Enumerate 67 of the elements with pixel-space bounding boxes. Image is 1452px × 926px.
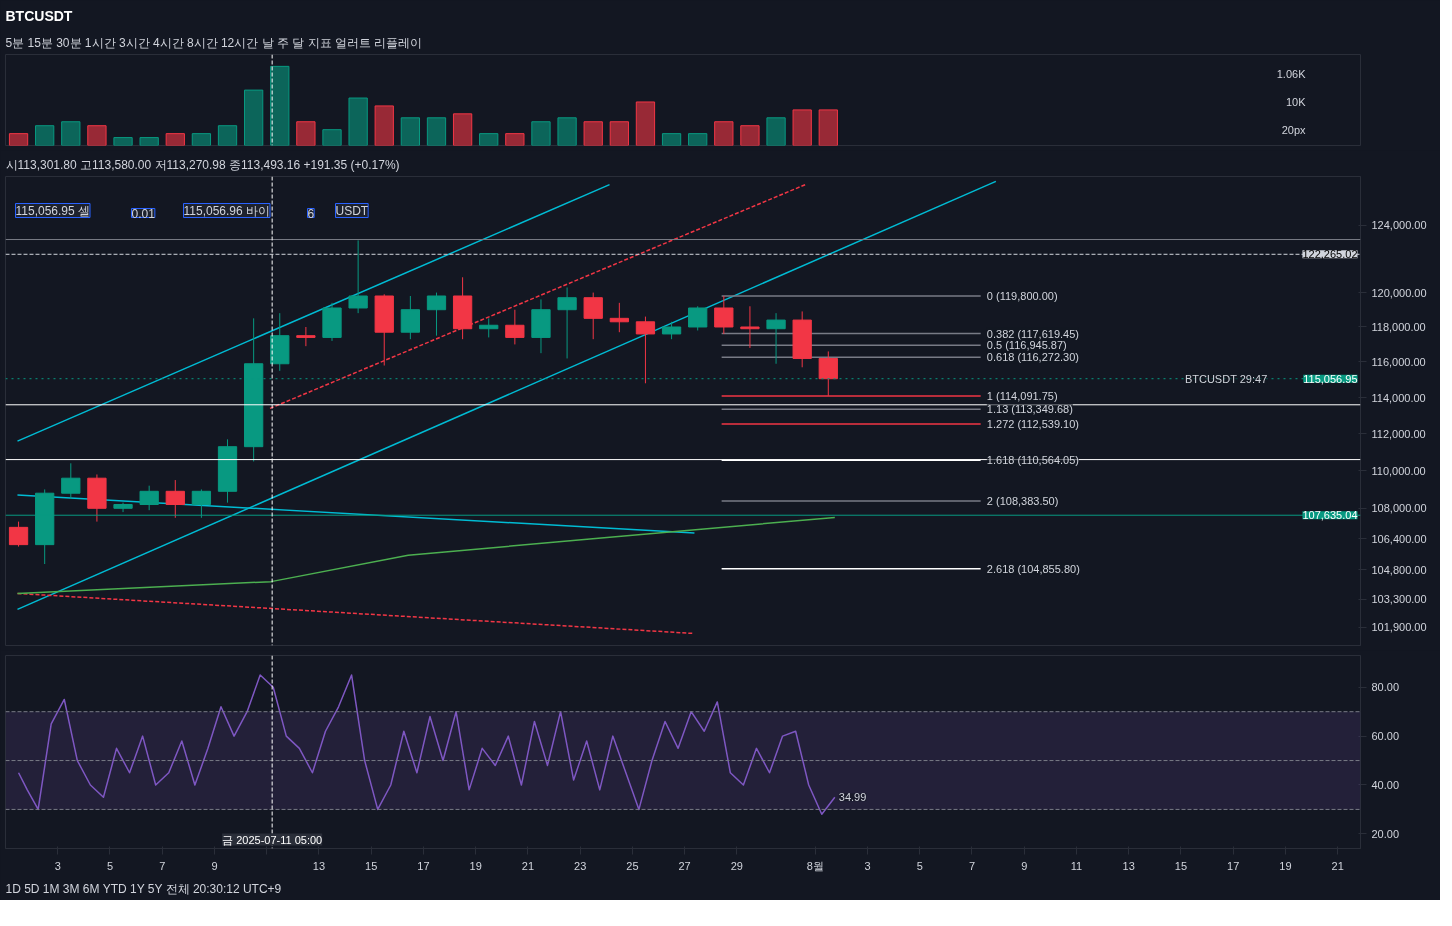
x-tick-label: 15 — [1174, 859, 1188, 872]
chart-title: BTCUSDT — [5, 7, 73, 24]
annotation: 2 (108,383.50) — [986, 495, 1059, 508]
chart-subtitle: 5분 15분 30분 1시간 3시간 4시간 8시간 12시간 날 주 달 지표 얼러트 리플레이 — [5, 35, 423, 50]
x-tick-label: 3 — [54, 859, 61, 872]
ref-line-label: 122,265.02 — [1302, 248, 1358, 261]
annotation: 115,056.95 셀 — [15, 203, 91, 218]
x-tick-label: 7 — [159, 859, 166, 872]
y-tick-label: 108,000.00 — [1371, 502, 1427, 515]
y-tick-label: 110,000.00 — [1371, 464, 1426, 477]
x-tick-label: 8월 — [806, 859, 824, 872]
annotation: 6 — [307, 206, 315, 221]
x-tick-label: 19 — [1279, 859, 1292, 872]
x-tick-label: 27 — [678, 859, 691, 872]
chart-subtitle: 시113,301.80 고113,580.00 저113,270.98 종113,493.16 +191.35 (+0.17%) — [5, 157, 400, 172]
x-tick-label: 29 — [730, 859, 744, 872]
y-tick-label: 120,000.00 — [1371, 286, 1427, 299]
x-tick-label: 15 — [365, 859, 378, 872]
annotation: BTCUSDT 29:47 — [1184, 372, 1268, 385]
x-tick-label: 5 — [916, 859, 923, 872]
ref-line-label: 115,056.95 — [1303, 372, 1358, 385]
x-tick-label: 17 — [1227, 859, 1240, 872]
annotation: 0.5 (116,945.87) — [986, 339, 1067, 352]
y-tick-label: 101,900.00 — [1371, 621, 1427, 634]
y-tick-label: 104,800.00 — [1371, 563, 1427, 576]
annotation: 1 (114,091.75) — [986, 389, 1058, 402]
x-tick-label: 21 — [521, 859, 535, 872]
x-tick-label: 13 — [312, 859, 326, 872]
x-tick-label: 25 — [626, 859, 639, 872]
annotation: 1.272 (112,539.10) — [986, 418, 1079, 431]
annotation: 34.99 — [838, 791, 867, 804]
ref-line-label: 금 2025-07-11 05:00 — [222, 833, 323, 846]
ref-line-label: 107,635.04 — [1302, 509, 1358, 522]
y-tick-label: 20.00 — [1371, 827, 1400, 840]
annotation: 1.618 (110,564.05) — [986, 454, 1079, 467]
annotation: 115,056.96 바이 — [183, 203, 271, 218]
annotation: 0 (119,800.00) — [986, 290, 1058, 302]
x-tick-label: 11 — [1070, 859, 1083, 872]
text: 1D 5D 1M 3M 6M YTD 1Y 5Y 전체 20:30:12 UTC+9 — [5, 881, 282, 896]
annotation: 10K — [1285, 95, 1307, 108]
x-tick-label: 21 — [1331, 859, 1344, 872]
x-tick-label: 5 — [106, 859, 114, 872]
y-tick-label: 112,000.00 — [1371, 427, 1426, 440]
annotation: 20px — [1281, 123, 1306, 136]
y-tick-label: 124,000.00 — [1371, 219, 1427, 232]
x-tick-label: 9 — [211, 859, 218, 872]
annotation: 1.13 (113,349.68) — [986, 403, 1073, 416]
x-tick-label: 19 — [469, 859, 482, 872]
x-tick-label: 13 — [1122, 859, 1135, 872]
y-tick-label: 116,000.00 — [1371, 355, 1426, 368]
annotation: 0.618 (116,272.30) — [986, 351, 1079, 364]
y-tick-label: 118,000.00 — [1371, 320, 1426, 333]
x-tick-label: 17 — [417, 859, 430, 872]
annotation: 1.06K — [1276, 67, 1307, 80]
annotation: USDT — [335, 203, 369, 218]
y-tick-label: 114,000.00 — [1371, 391, 1426, 404]
annotation: 0.382 (117,619.45) — [986, 327, 1079, 340]
x-tick-label: 23 — [574, 859, 587, 872]
x-tick-label: 7 — [968, 859, 976, 872]
annotation: 2.618 (104,855.80) — [986, 562, 1080, 575]
y-tick-label: 80.00 — [1371, 681, 1400, 694]
y-tick-label: 60.00 — [1371, 730, 1400, 743]
x-tick-label: 3 — [864, 859, 871, 872]
y-tick-label: 103,300.00 — [1371, 593, 1427, 606]
y-tick-label: 106,400.00 — [1371, 532, 1427, 545]
y-tick-label: 40.00 — [1371, 778, 1400, 791]
x-tick-label: 9 — [1021, 859, 1028, 872]
